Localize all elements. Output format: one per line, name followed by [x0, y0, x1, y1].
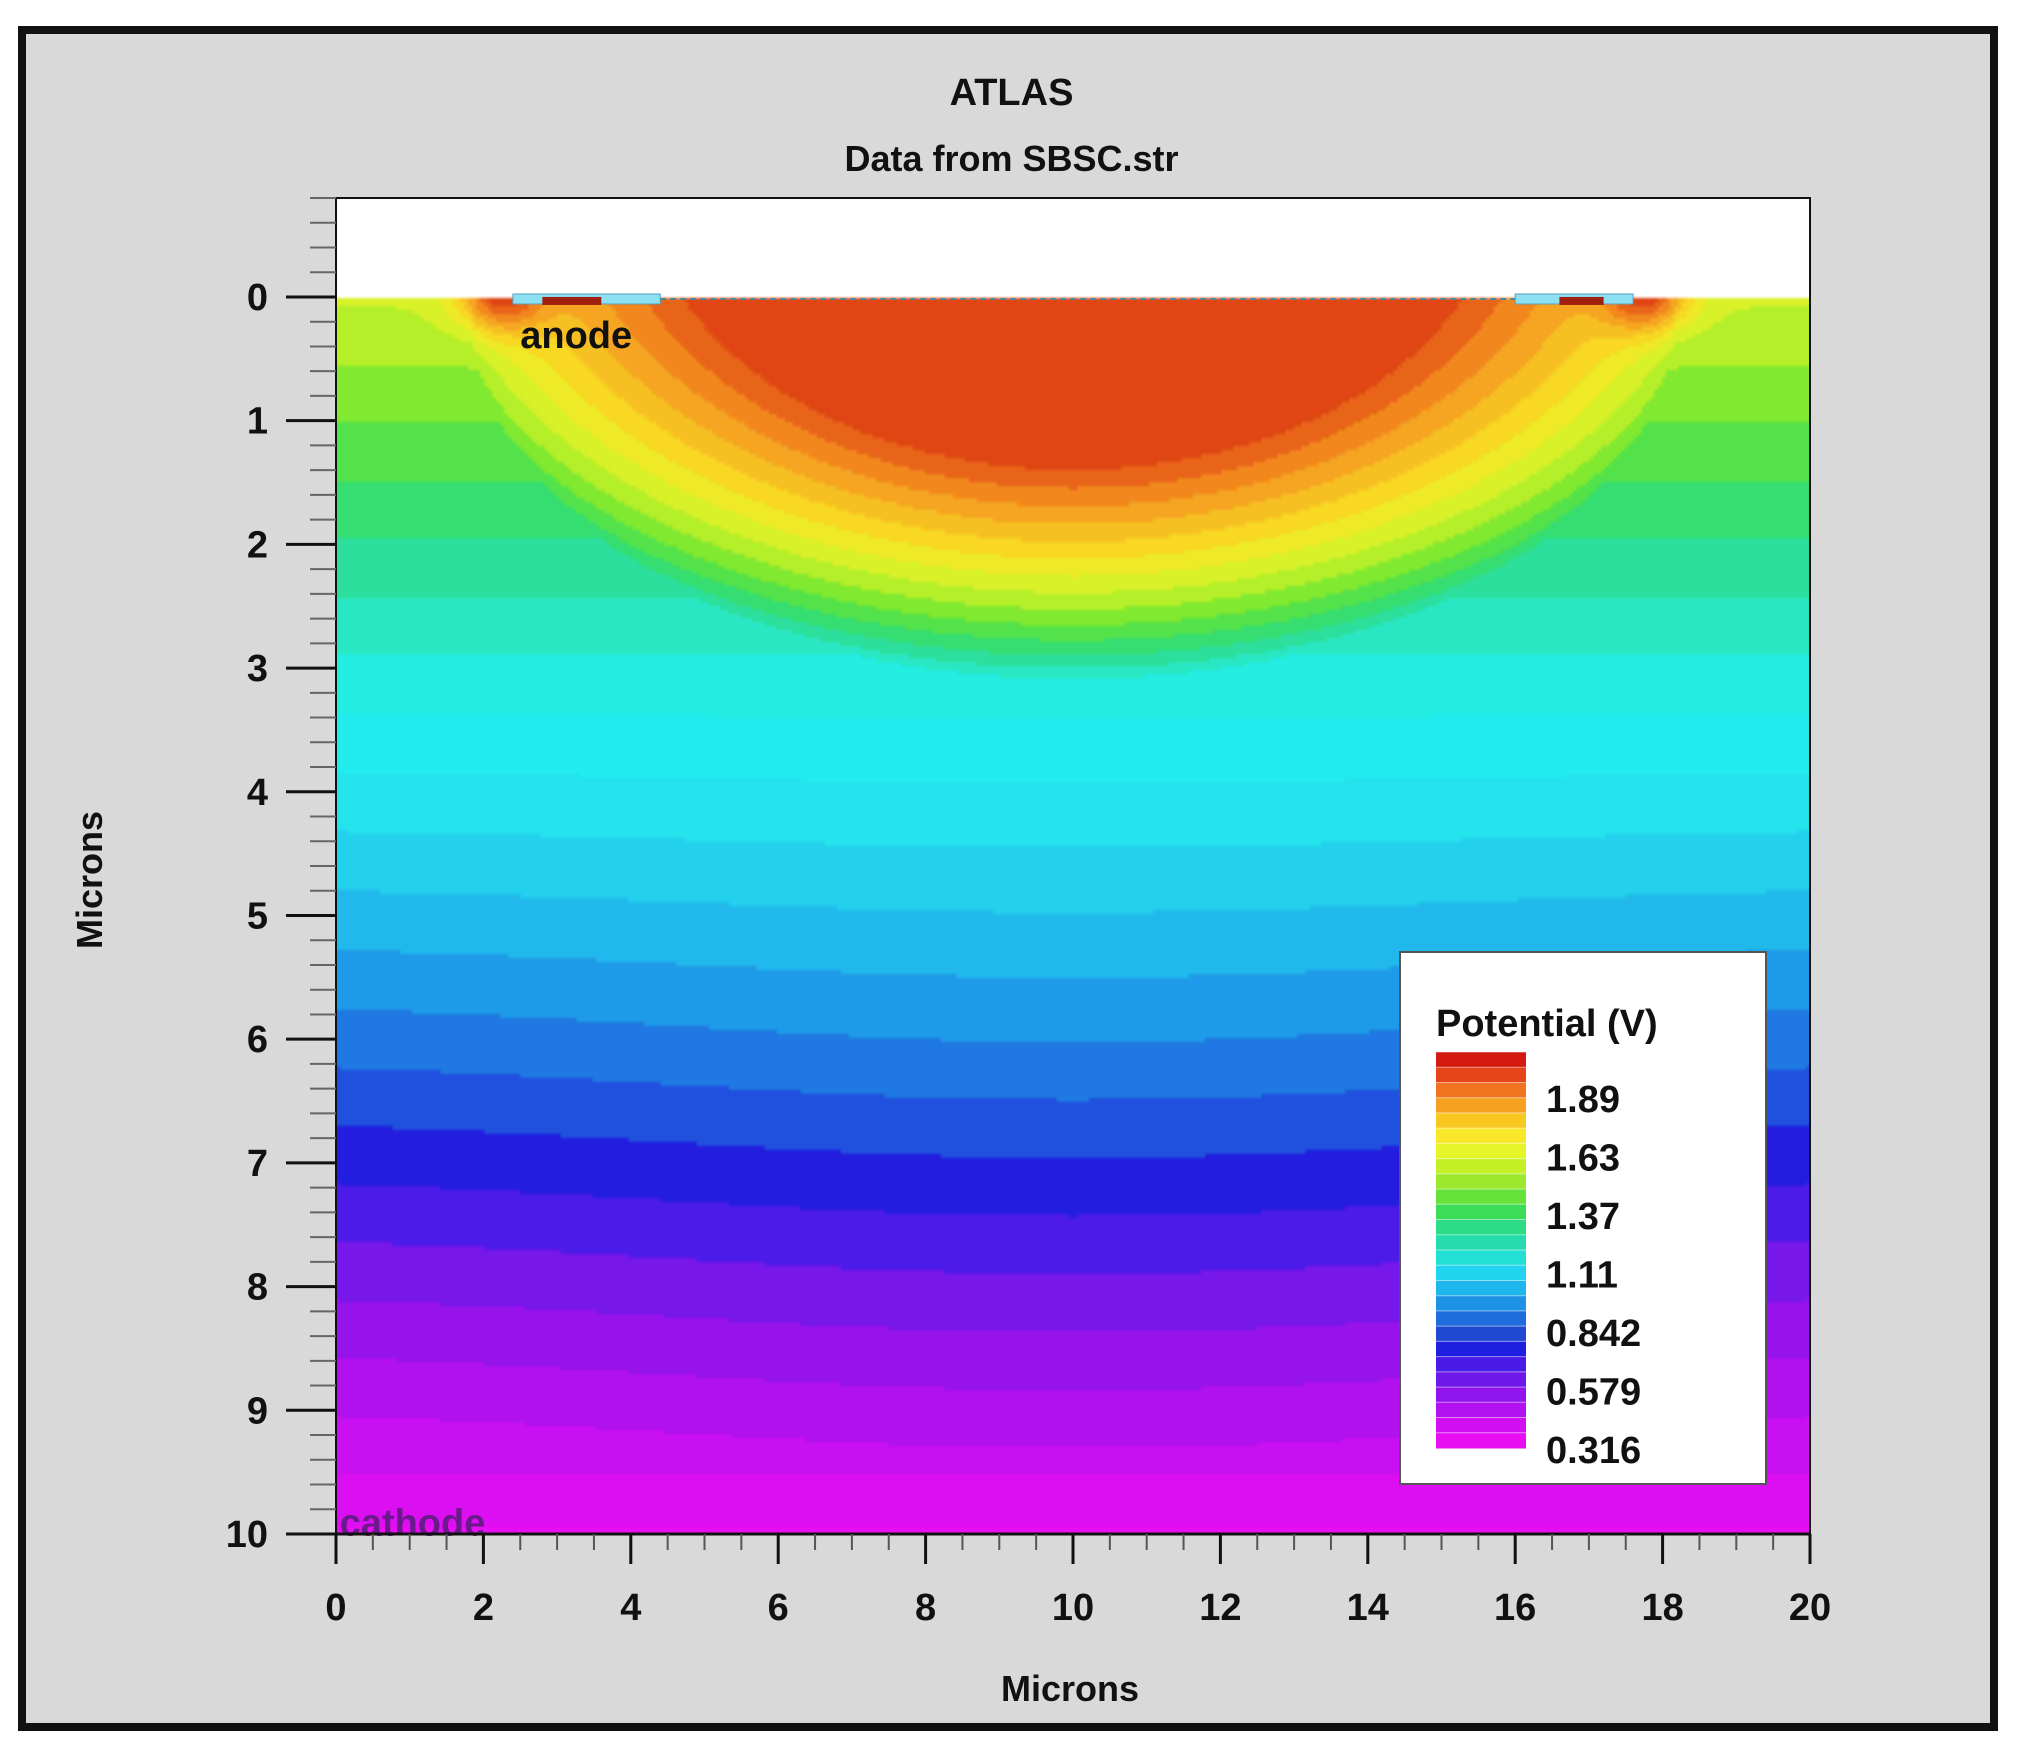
x-tick-label: 2 — [473, 1587, 494, 1629]
legend-swatch — [1436, 1295, 1526, 1312]
y-tick-label: 2 — [247, 524, 268, 566]
legend-label: 1.63 — [1546, 1138, 1620, 1180]
contacts: anode cathode — [340, 293, 1634, 1545]
chart-title: ATLAS — [949, 72, 1074, 114]
y-tick-label: 3 — [247, 648, 268, 690]
legend-swatch — [1436, 1432, 1526, 1449]
legend-swatch — [1436, 1310, 1526, 1327]
x-tick-label: 16 — [1494, 1587, 1536, 1629]
legend-swatch — [1436, 1341, 1526, 1358]
legend-swatch — [1436, 1067, 1526, 1083]
legend-swatch — [1436, 1173, 1526, 1190]
legend-swatch — [1436, 1371, 1526, 1388]
legend-swatch — [1436, 1326, 1526, 1342]
legend-label: 0.579 — [1546, 1372, 1641, 1414]
legend-swatch — [1436, 1219, 1526, 1236]
legend-label: 0.316 — [1546, 1430, 1641, 1472]
y-tick-label: 7 — [247, 1143, 268, 1185]
legend-swatch — [1436, 1234, 1526, 1251]
legend-swatch — [1436, 1402, 1526, 1419]
x-tick-label: 14 — [1347, 1587, 1389, 1629]
anode-metal-left — [542, 296, 602, 305]
x-tick-label: 8 — [915, 1587, 936, 1629]
legend-swatch — [1436, 1097, 1526, 1114]
legend-swatch — [1436, 1143, 1526, 1160]
legend-swatch — [1436, 1356, 1526, 1373]
y-tick-label: 9 — [247, 1390, 268, 1432]
legend-swatch — [1436, 1052, 1526, 1068]
y-tick-label: 0 — [247, 277, 268, 319]
legend-title: Potential (V) — [1436, 1003, 1658, 1045]
legend-swatch — [1436, 1387, 1526, 1403]
x-tick-label: 6 — [768, 1587, 789, 1629]
x-tick-label: 12 — [1199, 1587, 1241, 1629]
anode-metal-right — [1559, 296, 1604, 305]
legend-swatch — [1436, 1189, 1526, 1205]
x-tick-label: 20 — [1789, 1587, 1831, 1629]
legend-label: 1.89 — [1546, 1079, 1620, 1121]
legend-label: 1.37 — [1546, 1196, 1620, 1238]
chart-subtitle: Data from SBSC.str — [844, 138, 1179, 179]
legend-swatch — [1436, 1250, 1526, 1266]
legend-swatch — [1436, 1280, 1526, 1297]
legend-swatch — [1436, 1204, 1526, 1221]
legend-label: 0.842 — [1546, 1313, 1641, 1355]
x-tick-label: 10 — [1052, 1587, 1094, 1629]
legend-swatch — [1436, 1158, 1526, 1175]
y-tick-label: 8 — [247, 1267, 268, 1309]
legend-swatch — [1436, 1082, 1526, 1099]
legend-swatch — [1436, 1112, 1526, 1129]
y-tick-label: 1 — [247, 401, 268, 443]
x-axis-label: Microns — [1000, 1668, 1140, 1709]
x-tick-label: 18 — [1641, 1587, 1683, 1629]
anode-label: anode — [520, 315, 632, 357]
y-tick-label: 10 — [226, 1514, 268, 1556]
y-tick-label: 6 — [247, 1019, 268, 1061]
legend-swatch — [1436, 1417, 1526, 1434]
legend: Potential (V) 1.89 1.63 1.37 1.11 0.842 0.579 0… — [1399, 951, 1767, 1485]
x-tick-label: 0 — [325, 1587, 346, 1629]
y-tick-label: 4 — [247, 772, 268, 814]
y-tick-label: 5 — [247, 895, 268, 937]
cathode-label: cathode — [340, 1503, 486, 1545]
x-tick-label: 4 — [620, 1587, 641, 1629]
legend-label: 1.11 — [1546, 1255, 1618, 1297]
legend-swatch — [1436, 1265, 1526, 1281]
legend-swatch — [1436, 1128, 1526, 1144]
